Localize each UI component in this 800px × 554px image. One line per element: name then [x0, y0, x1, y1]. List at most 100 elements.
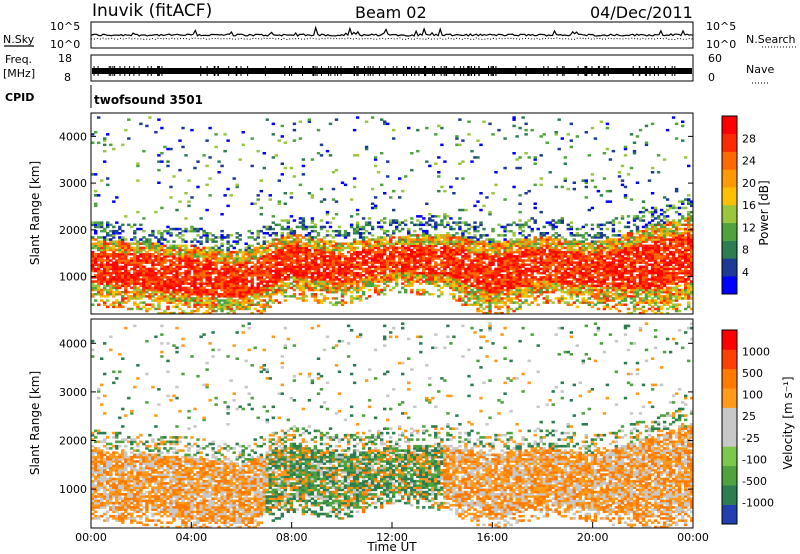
range-cell [524, 238, 528, 241]
range-cell [262, 240, 266, 243]
cpid-panel: CPID twofsound 3501 [5, 85, 203, 108]
range-cell [494, 305, 498, 309]
range-cell [142, 271, 146, 275]
range-cell [337, 282, 342, 285]
range-cell [253, 297, 257, 300]
range-cell [518, 232, 522, 235]
range-cell [193, 261, 197, 264]
range-cell [307, 192, 312, 195]
range-cell [112, 240, 116, 243]
range-cell [416, 259, 420, 262]
range-cell [136, 210, 140, 214]
range-cell [184, 255, 188, 258]
range-cell [124, 250, 128, 254]
range-cell [199, 284, 203, 288]
range-cell [581, 297, 585, 300]
range-cell [563, 290, 567, 294]
range-cell [310, 158, 315, 161]
range-cell [238, 288, 242, 292]
range-cell [244, 307, 248, 311]
range-cell [509, 240, 513, 243]
range-cell [319, 240, 324, 243]
range-cell [530, 265, 534, 269]
range-cell [157, 259, 161, 262]
range-cell [247, 246, 251, 250]
range-cell [148, 303, 152, 306]
range-cell [464, 255, 468, 258]
range-cell [106, 183, 110, 187]
range-cell [343, 278, 348, 281]
range-cell [172, 293, 176, 296]
range-cell [367, 238, 372, 241]
range-cell [503, 261, 507, 264]
range-cell [346, 263, 351, 266]
range-cell [103, 288, 107, 292]
range-cell [145, 253, 149, 256]
range-cell [253, 248, 257, 252]
range-cell [232, 288, 236, 292]
range-cell [392, 278, 396, 281]
freq-tick-bottom: 8 [64, 71, 71, 84]
range-cell [274, 267, 278, 271]
range-cell [166, 225, 170, 229]
range-cell [217, 299, 221, 302]
range-cell [352, 267, 357, 271]
range-cell [157, 263, 161, 266]
range-cell [461, 246, 465, 250]
range-cell [319, 154, 324, 157]
range-cell [389, 263, 393, 266]
range-cell [373, 257, 378, 260]
range-cell [331, 286, 336, 290]
range-cell [560, 253, 564, 256]
range-cell [473, 290, 477, 294]
range-cell [328, 282, 333, 285]
range-cell [124, 271, 128, 275]
range-cell [286, 278, 290, 281]
range-cell [259, 271, 263, 275]
range-cell [446, 261, 450, 264]
range-cell [169, 259, 173, 262]
range-cell [232, 286, 236, 290]
range-cell [404, 240, 408, 243]
range-cell [310, 271, 315, 275]
range-cell [175, 259, 179, 262]
range-cell [316, 253, 321, 256]
range-cell [199, 236, 203, 239]
range-cell [247, 248, 251, 252]
range-cell [455, 276, 459, 279]
range-cell [91, 261, 95, 264]
range-cell [328, 240, 333, 243]
range-cell [139, 227, 143, 231]
range-cell [109, 288, 113, 292]
range-cell [443, 282, 447, 285]
range-cell [163, 282, 167, 285]
range-cell [407, 257, 411, 260]
range-cell [118, 286, 122, 290]
range-cell [160, 236, 164, 239]
range-cell [241, 250, 245, 254]
range-cell [241, 288, 245, 292]
range-cell [208, 293, 212, 296]
range-cell [319, 248, 324, 252]
range-cell [352, 282, 357, 285]
range-cell [373, 286, 378, 290]
range-cell [452, 242, 456, 245]
range-cell [536, 250, 540, 254]
range-cell [310, 280, 315, 283]
range-cell [530, 242, 534, 245]
range-cell [497, 259, 501, 262]
range-cell [491, 269, 495, 273]
range-cell [172, 297, 176, 300]
range-cell [265, 267, 269, 271]
range-cell [479, 286, 483, 290]
range-cell [94, 276, 98, 279]
range-cell [190, 311, 194, 315]
range-cell [301, 248, 306, 252]
range-cell [497, 265, 501, 269]
range-cell [563, 246, 567, 250]
range-cell [295, 238, 300, 241]
range-cell [536, 227, 540, 231]
range-cell [229, 286, 233, 290]
range-cell [196, 276, 200, 279]
range-cell [551, 263, 555, 266]
